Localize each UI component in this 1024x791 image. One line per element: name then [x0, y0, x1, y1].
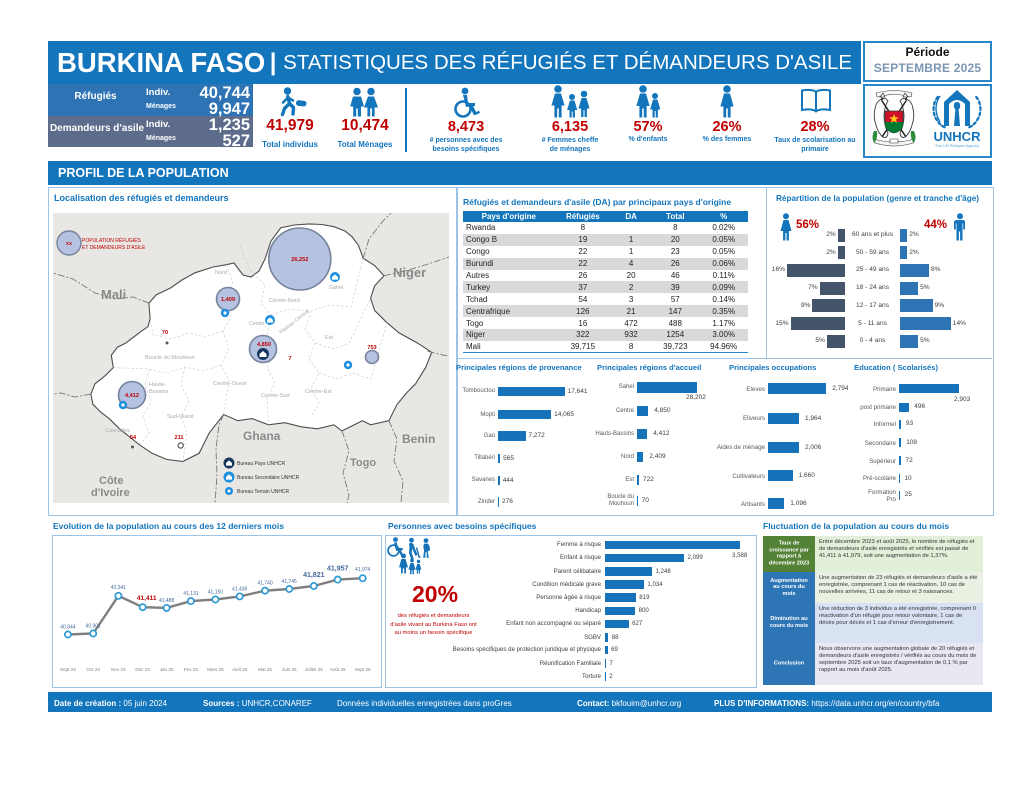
svg-text:7: 7 — [288, 356, 291, 362]
svg-text:41,957: 41,957 — [327, 566, 349, 573]
svg-text:Sept 25: Sept 25 — [355, 667, 371, 672]
svg-text:4,412: 4,412 — [125, 393, 139, 399]
svg-text:40,844: 40,844 — [60, 625, 76, 631]
svg-text:Centre-Sud: Centre-Sud — [261, 393, 290, 399]
svg-text:42,341: 42,341 — [111, 585, 127, 591]
svg-text:1,409: 1,409 — [221, 297, 235, 303]
svg-text:Ghana: Ghana — [243, 429, 281, 443]
svg-text:Juillet 25: Juillet 25 — [305, 667, 324, 672]
svg-text:41,436: 41,436 — [232, 586, 248, 592]
svg-text:Bureau Terrain UNHCR: Bureau Terrain UNHCR — [237, 489, 290, 495]
svg-text:Août 25: Août 25 — [330, 667, 346, 672]
svg-text:41,131: 41,131 — [183, 591, 199, 597]
svg-text:Benin: Benin — [402, 432, 435, 446]
svg-text:Nord: Nord — [215, 270, 227, 276]
svg-text:41,488: 41,488 — [159, 598, 175, 604]
svg-text:Fev 25: Fev 25 — [184, 667, 198, 672]
svg-text:54: 54 — [130, 435, 137, 441]
svg-text:Centre-Nord: Centre-Nord — [269, 298, 300, 304]
svg-text:Jan 25: Jan 25 — [160, 667, 174, 672]
svg-text:Niger: Niger — [393, 265, 426, 280]
svg-text:Oct 24: Oct 24 — [86, 667, 100, 672]
svg-text:Mai 25: Mai 25 — [258, 667, 272, 672]
svg-text:41,150: 41,150 — [208, 590, 224, 596]
svg-text:41,740: 41,740 — [257, 581, 273, 587]
svg-text:Centre-Ouest: Centre-Ouest — [213, 381, 247, 387]
svg-text:Sept 24: Sept 24 — [60, 667, 76, 672]
svg-text:753: 753 — [367, 345, 376, 351]
svg-text:40,901: 40,901 — [86, 624, 102, 630]
svg-text:Dec 24: Dec 24 — [135, 667, 150, 672]
svg-text:Avril 25: Avril 25 — [232, 667, 248, 672]
svg-text:The UN Refugee Agency: The UN Refugee Agency — [935, 143, 979, 148]
svg-text:Juin 25: Juin 25 — [282, 667, 297, 672]
svg-text:Bassins: Bassins — [149, 389, 169, 395]
svg-text:Sahel: Sahel — [329, 285, 343, 291]
svg-text:POPULATION RÉFUGIÉS: POPULATION RÉFUGIÉS — [82, 237, 141, 244]
svg-text:Centre: Centre — [249, 321, 265, 327]
svg-text:Sud-Ouest: Sud-Ouest — [167, 414, 194, 420]
svg-text:41,745: 41,745 — [282, 579, 298, 585]
svg-text:Nov 24: Nov 24 — [111, 667, 126, 672]
svg-text:4,850: 4,850 — [257, 342, 271, 348]
svg-text:70: 70 — [162, 330, 168, 336]
svg-text:41,411: 41,411 — [137, 595, 157, 602]
svg-text:Mali: Mali — [101, 287, 126, 302]
svg-text:41,974: 41,974 — [355, 567, 371, 573]
svg-text:UNHCR: UNHCR — [934, 129, 982, 144]
svg-text:Mars 25: Mars 25 — [207, 667, 224, 672]
svg-text:Haute-: Haute- — [149, 382, 166, 388]
svg-text:26,252: 26,252 — [291, 257, 308, 263]
svg-text:ET DEMANDEURS D'ASILE: ET DEMANDEURS D'ASILE — [82, 245, 146, 251]
svg-text:Centre-Est: Centre-Est — [305, 389, 332, 395]
svg-text:Côte: Côte — [99, 475, 123, 487]
svg-text:XX: XX — [66, 241, 73, 246]
svg-text:Cascades: Cascades — [105, 428, 130, 434]
svg-text:Est: Est — [325, 335, 334, 341]
svg-text:Bureau Secondaire UNHCR: Bureau Secondaire UNHCR — [237, 475, 300, 481]
svg-text:Boucle du Mouhoun: Boucle du Mouhoun — [145, 355, 195, 361]
svg-text:41,821: 41,821 — [303, 572, 325, 579]
svg-text:d'Ivoire: d'Ivoire — [91, 487, 130, 499]
svg-text:Togo: Togo — [350, 457, 376, 469]
svg-text:211: 211 — [174, 435, 183, 441]
svg-text:Bureau Pays UNHCR: Bureau Pays UNHCR — [237, 461, 285, 467]
